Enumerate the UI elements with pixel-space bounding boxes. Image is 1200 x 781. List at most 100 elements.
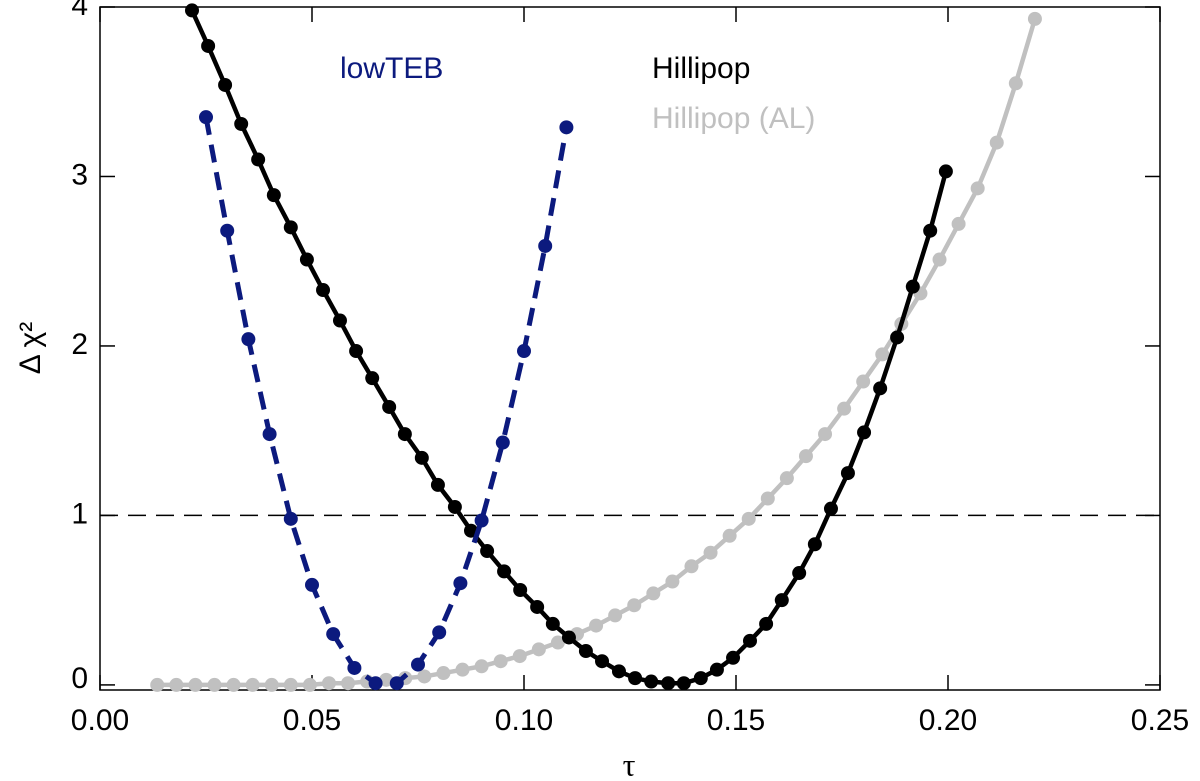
data-point [726,650,741,665]
x-tick-label: 0.25 [1131,704,1189,737]
data-point [430,477,445,492]
data-point [389,676,404,691]
data-point [349,344,364,359]
y-tick-label: 4 [71,0,88,22]
data-point [538,238,553,253]
data-point [905,279,920,294]
series-line [157,18,1038,688]
data-point [188,677,203,692]
data-point [676,676,691,691]
data-point [497,564,512,579]
data-point [245,677,260,692]
data-point [302,677,317,692]
data-point [1008,76,1023,91]
data-point [722,528,737,543]
data-point [856,374,871,389]
data-point [595,654,610,669]
data-point [665,574,680,589]
data-point [432,625,447,640]
data-point [709,662,724,677]
data-point [365,371,380,386]
data-point [545,616,560,631]
y-tick-label: 1 [71,497,88,530]
data-point [703,545,718,560]
data-point [199,110,213,125]
data-point [185,3,200,18]
data-point [474,513,489,528]
data-point [347,660,362,675]
data-point [661,676,676,691]
data-point [760,491,775,506]
data-point [474,659,489,674]
data-point [611,664,626,679]
data-point [857,425,872,440]
legend-label: Hillipop (AL) [652,102,815,135]
data-point [837,401,852,416]
data-point [970,181,985,196]
data-point [251,152,266,167]
y-tick-label: 3 [71,158,88,191]
x-tick-label: 0.00 [71,704,129,737]
data-point [644,674,659,689]
data-point [684,559,699,574]
data-point [455,662,470,677]
x-tick-label: 0.15 [707,704,765,737]
data-point [807,537,822,552]
data-point [774,593,789,608]
data-point [453,576,468,591]
y-tick-label: 2 [71,328,88,361]
legend-label: lowTEB [340,52,443,85]
data-point [818,427,833,442]
data-point [264,677,279,692]
data-point [559,120,574,135]
data-point [234,116,249,131]
data-point [480,544,495,559]
x-axis-label: τ [623,746,636,781]
data-point [493,654,508,669]
data-point [447,499,462,514]
data-point [262,427,277,442]
data-point [305,577,319,592]
data-point [823,501,838,516]
data-point [283,677,298,692]
data-point [608,608,623,623]
data-point [779,471,794,486]
data-point [923,223,938,238]
data-point [840,466,855,481]
data-point [530,599,545,614]
data-point [561,630,576,645]
data-point [218,77,233,92]
data-point [741,511,756,526]
data-point [792,566,807,581]
data-point [414,450,429,465]
data-point [513,583,528,598]
data-point [411,657,425,672]
data-point [201,38,216,53]
data-point [299,252,314,267]
data-point [742,633,757,648]
x-tick-label: 0.05 [283,704,341,737]
data-point [628,671,643,686]
data-point [578,644,593,659]
data-point [798,449,813,464]
x-tick-label: 0.10 [495,704,553,737]
data-point [989,135,1004,150]
data-point [531,642,546,657]
data-point [589,618,604,633]
x-tick-label: 0.20 [919,704,977,737]
data-point [436,666,451,681]
data-point [417,669,432,684]
data-point [332,313,347,328]
data-point [646,586,661,601]
y-tick-label: 0 [71,662,88,695]
data-point [321,676,336,691]
legend-label: Hillipop [652,52,750,85]
data-point [326,627,341,642]
plot-frame [99,6,1161,691]
data-point [759,616,774,631]
data-point [1027,11,1042,26]
data-point [220,223,235,238]
data-point [875,347,890,362]
series-line [203,116,569,686]
data-point [283,511,298,526]
